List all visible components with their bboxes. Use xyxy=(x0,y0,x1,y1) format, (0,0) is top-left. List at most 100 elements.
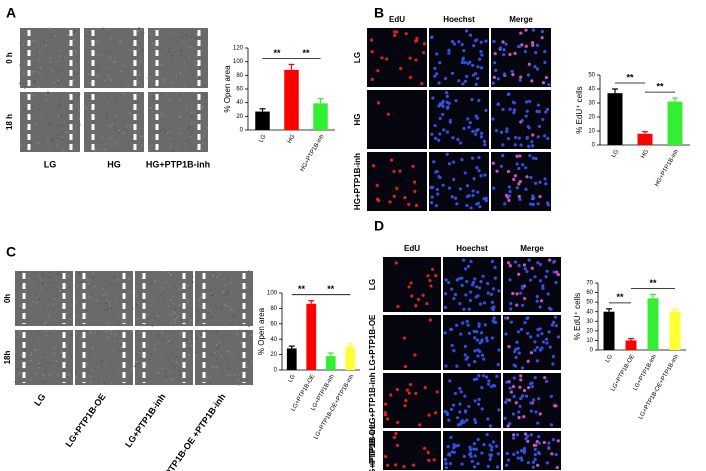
y-tick-label: 40 xyxy=(270,337,277,343)
texture xyxy=(138,81,140,84)
texture xyxy=(50,57,52,60)
nucleus xyxy=(488,457,492,461)
texture xyxy=(105,113,108,116)
texture xyxy=(83,329,85,332)
texture xyxy=(187,284,189,286)
texture xyxy=(24,108,27,111)
nucleus xyxy=(523,50,527,54)
texture xyxy=(106,299,109,302)
texture xyxy=(68,381,70,384)
texture xyxy=(89,280,92,282)
texture xyxy=(168,134,170,137)
texture xyxy=(227,305,229,308)
row-label: HG+PTP1B-inh xyxy=(353,153,362,210)
y-axis-label: % Open area xyxy=(257,307,266,355)
texture xyxy=(227,278,230,280)
texture xyxy=(206,376,208,378)
texture xyxy=(248,270,250,273)
nucleus xyxy=(508,264,512,268)
nucleus xyxy=(506,458,511,462)
nucleus xyxy=(505,451,509,456)
nucleus xyxy=(429,284,433,288)
nucleus xyxy=(481,274,485,278)
nucleus xyxy=(488,453,492,457)
nucleus xyxy=(533,375,537,380)
nucleus xyxy=(531,194,535,198)
texture xyxy=(75,300,77,303)
row-label: LG+PTP1B-O+PTP1B-inh xyxy=(368,422,377,471)
texture xyxy=(187,281,190,284)
texture xyxy=(189,73,191,76)
nucleus xyxy=(438,116,442,121)
texture xyxy=(136,363,139,365)
bar xyxy=(669,311,681,350)
texture xyxy=(146,313,149,316)
nucleus xyxy=(413,180,417,184)
nucleus xyxy=(536,463,540,467)
y-tick-label: 10 xyxy=(586,338,593,344)
texture xyxy=(92,276,94,278)
nucleus xyxy=(477,397,481,402)
texture xyxy=(76,95,79,98)
nucleus xyxy=(482,301,487,305)
texture xyxy=(183,61,185,64)
bar xyxy=(313,103,328,130)
nucleus xyxy=(496,452,500,456)
texture xyxy=(84,124,86,127)
nucleus xyxy=(467,363,471,367)
nucleus xyxy=(476,354,480,358)
texture xyxy=(91,293,93,295)
nucleus xyxy=(511,291,515,296)
texture xyxy=(170,273,172,275)
nucleus xyxy=(520,284,525,289)
texture xyxy=(131,308,134,310)
texture xyxy=(129,69,132,71)
texture xyxy=(237,384,240,386)
texture xyxy=(217,279,220,282)
texture xyxy=(173,285,176,288)
nucleus xyxy=(438,132,442,136)
nucleus xyxy=(383,402,388,406)
nucleus xyxy=(498,46,503,50)
texture xyxy=(95,70,97,73)
texture xyxy=(157,335,160,337)
nucleus xyxy=(477,155,481,160)
y-tick-label: 60 xyxy=(586,290,593,296)
nucleus xyxy=(536,261,540,265)
texture xyxy=(45,98,47,101)
column-label: Merge xyxy=(509,15,533,24)
texture xyxy=(209,310,212,313)
texture xyxy=(172,310,175,313)
nucleus xyxy=(430,132,434,136)
column-label: LG xyxy=(44,159,57,169)
texture xyxy=(33,80,36,82)
nucleus xyxy=(463,394,467,398)
texture xyxy=(168,51,170,53)
texture xyxy=(209,381,212,384)
texture xyxy=(164,130,167,133)
texture xyxy=(114,97,117,99)
texture xyxy=(138,352,141,354)
nucleus xyxy=(426,450,430,455)
texture xyxy=(97,367,99,369)
texture xyxy=(152,96,154,99)
texture xyxy=(76,73,79,75)
nucleus xyxy=(513,143,517,147)
texture xyxy=(20,331,23,334)
nucleus xyxy=(508,386,512,390)
nucleus xyxy=(526,359,530,363)
texture xyxy=(30,141,32,144)
nucleus xyxy=(370,77,374,81)
nucleus xyxy=(540,36,544,40)
texture xyxy=(138,350,141,353)
nucleus xyxy=(392,435,397,440)
panel-letter: C xyxy=(6,244,16,260)
nucleus xyxy=(447,452,451,456)
texture xyxy=(165,380,167,382)
texture xyxy=(131,330,134,332)
nucleus xyxy=(444,466,448,470)
nucleus xyxy=(480,353,485,357)
texture xyxy=(156,341,159,343)
nucleus xyxy=(513,174,518,178)
nucleus xyxy=(521,163,525,167)
